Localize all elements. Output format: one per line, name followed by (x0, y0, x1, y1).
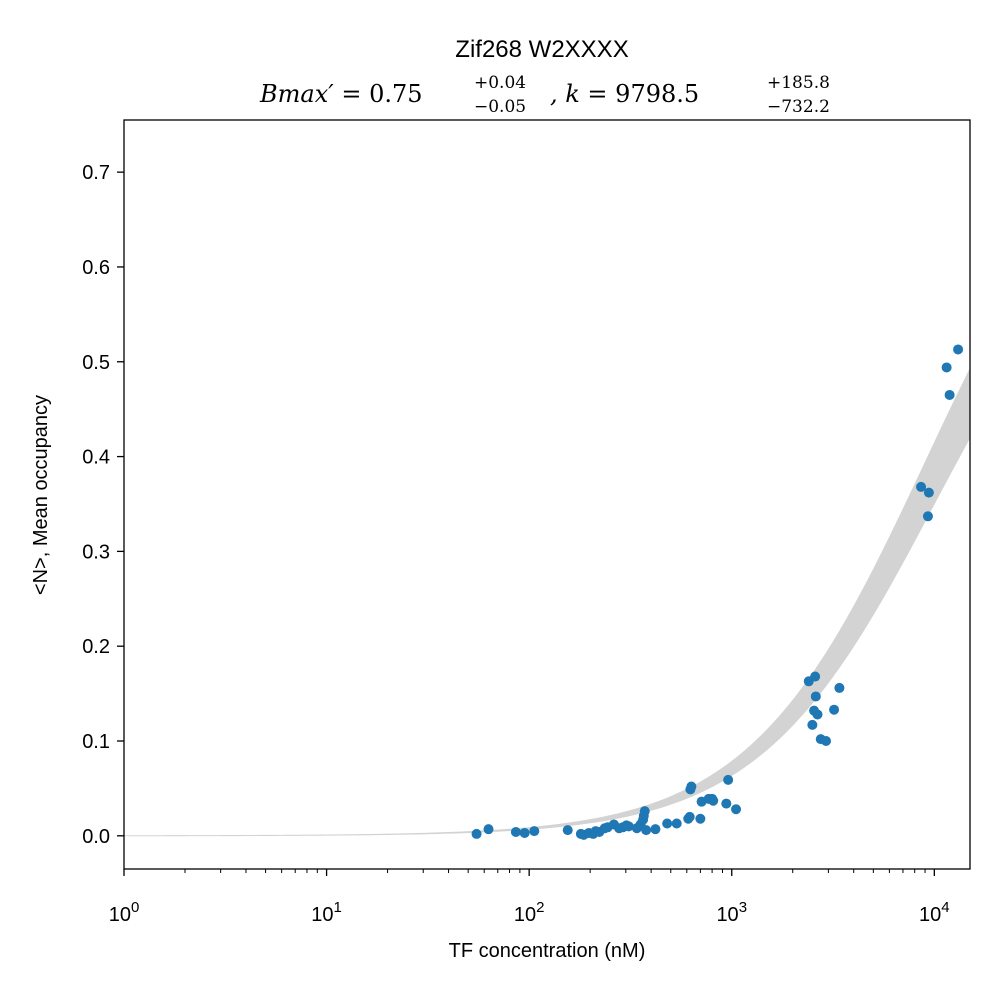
y-tick-label: 0.2 (82, 636, 110, 658)
data-point (671, 818, 682, 829)
data-point (941, 362, 952, 373)
data-point (519, 827, 530, 838)
data-point (731, 804, 742, 815)
chart-title: Zif268 W2XXXX (455, 36, 628, 63)
k-plus: +185.8 (767, 73, 830, 93)
y-axis-ticks: 0.0 0.1 0.2 0.3 0.4 0.5 0.6 0.7 (82, 162, 124, 848)
data-point (721, 798, 732, 809)
x-tick-label: 101 (311, 899, 342, 926)
plot-area (124, 344, 970, 840)
data-point (623, 821, 634, 832)
y-tick-label: 0.1 (82, 731, 110, 753)
bmax-plus: +0.04 (474, 73, 526, 93)
bmax-value: 0.75 (369, 80, 422, 108)
data-point (953, 344, 964, 355)
k-label: , k = (550, 80, 615, 108)
k-value: 9798.5 (615, 80, 699, 108)
data-point (708, 795, 719, 806)
data-point (650, 824, 661, 835)
x-tick-label: 102 (514, 899, 545, 926)
data-point (944, 389, 955, 400)
fit-confidence-band (124, 368, 970, 837)
bmax-minus: −0.05 (474, 97, 526, 117)
data-point (916, 481, 927, 492)
data-point (686, 781, 697, 792)
chart-subtitle: Bmax′ = 0.75 (259, 80, 423, 108)
x-tick-label: 103 (716, 899, 747, 926)
data-point (923, 487, 934, 498)
data-point (684, 811, 695, 822)
y-tick-label: 0.5 (82, 352, 110, 374)
data-point (810, 671, 821, 682)
bmax-label: Bmax′ = (259, 80, 369, 108)
data-point (529, 826, 540, 837)
data-point (662, 818, 673, 829)
x-tick-label: 104 (919, 899, 950, 926)
data-point (834, 682, 845, 693)
data-point (562, 825, 573, 836)
data-points (471, 344, 964, 840)
y-tick-label: 0.4 (82, 447, 110, 469)
data-point (639, 806, 650, 817)
x-axis-ticks: 100 101 102 103 104 (109, 869, 950, 926)
x-axis-label: TF concentration (nM) (449, 940, 646, 962)
data-point (695, 813, 706, 824)
y-tick-label: 0.6 (82, 257, 110, 279)
data-point (510, 827, 521, 838)
k-segment: , k = 9798.5 (550, 80, 699, 108)
y-tick-label: 0.7 (82, 162, 110, 184)
data-point (821, 736, 832, 747)
x-tick-label: 100 (109, 899, 140, 926)
data-point (922, 511, 933, 522)
data-point (812, 709, 823, 720)
axes-frame (123, 119, 971, 870)
data-point (829, 704, 840, 715)
k-minus: −732.2 (767, 97, 830, 117)
y-axis-label: <N>, Mean occupancy (30, 395, 52, 595)
data-point (471, 828, 482, 839)
data-point (810, 691, 821, 702)
y-tick-label: 0.3 (82, 541, 110, 563)
data-point (807, 719, 818, 730)
data-point (483, 824, 494, 835)
data-point (641, 825, 652, 836)
data-point (723, 774, 734, 785)
y-tick-label: 0.0 (82, 826, 110, 848)
